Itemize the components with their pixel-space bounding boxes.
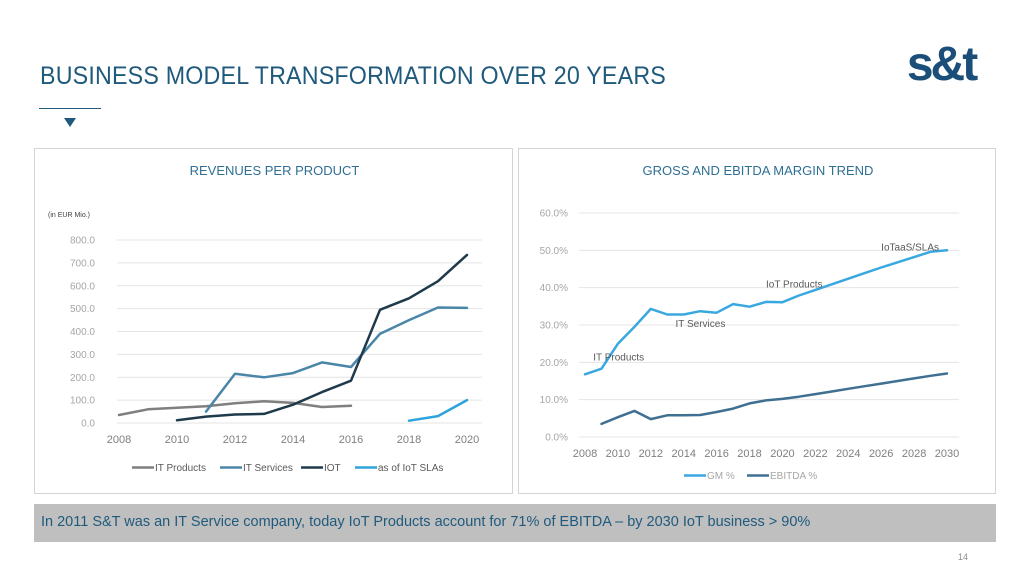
margin-chart: GROSS AND EBITDA MARGIN TREND 0.0% 10.0% 20… — [540, 163, 960, 482]
x-tick-label: 2026 — [869, 448, 893, 460]
x-tick-label: 2016 — [704, 448, 728, 460]
x-tick-label: 2022 — [803, 448, 827, 460]
y-tick-label: 40.0% — [540, 283, 568, 294]
series-line-iot — [175, 253, 469, 422]
y-tick-label: 0.0 — [81, 419, 95, 430]
title-underline — [39, 108, 101, 109]
annotation-label: IT Products — [593, 352, 644, 363]
series-line-as-of-iot-slas — [407, 398, 469, 422]
x-tick-label: 2008 — [573, 448, 597, 460]
revenues-chart: REVENUES PER PRODUCT (in EUR Mio.) 0.0 100.… — [48, 163, 482, 474]
legend-label: IT Products — [155, 463, 206, 474]
down-triangle-icon — [64, 118, 76, 127]
y-tick-label: 300.0 — [70, 350, 95, 361]
x-tick-label: 2010 — [165, 434, 189, 446]
x-tick-label: 2008 — [107, 434, 131, 446]
x-tick-label: 2012 — [639, 448, 663, 460]
annotation-label: IoT Products — [766, 280, 823, 291]
logo-text: s&t — [907, 38, 978, 86]
revenues-chart-panel: REVENUES PER PRODUCT (in EUR Mio.) 0.0 100.… — [34, 148, 513, 494]
y-tick-label: 400.0 — [70, 327, 95, 338]
annotation-label: IoTaaS/SLAs — [881, 242, 939, 253]
y-tick-label: 200.0 — [70, 373, 95, 384]
summary-banner: In 2011 S&T was an IT Service company, t… — [34, 504, 996, 542]
y-tick-label: 700.0 — [70, 258, 95, 269]
summary-text: In 2011 S&T was an IT Service company, t… — [41, 514, 811, 530]
legend-label: as of IoT SLAs — [378, 463, 443, 474]
x-tick-label: 2018 — [397, 434, 421, 446]
slide-title: BUSINESS MODEL TRANSFORMATION OVER 20 YE… — [40, 62, 666, 90]
legend-label: GM % — [707, 471, 735, 482]
series-line-gm- — [583, 249, 949, 376]
y-tick-label: 800.0 — [70, 236, 95, 247]
x-tick-label: 2028 — [902, 448, 926, 460]
series-line-ebitda- — [600, 372, 949, 426]
y-tick-label: 60.0% — [540, 209, 568, 220]
x-tick-label: 2018 — [737, 448, 761, 460]
chart-title: GROSS AND EBITDA MARGIN TREND — [643, 163, 874, 178]
unit-note: (in EUR Mio.) — [48, 212, 90, 219]
series-line-it-services — [204, 306, 469, 413]
y-tick-label: 50.0% — [540, 246, 568, 257]
st-logo: s&t — [907, 38, 981, 86]
x-tick-label: 2010 — [606, 448, 630, 460]
x-tick-label: 2014 — [671, 448, 695, 460]
legend-label: IT Services — [243, 463, 293, 474]
page-number: 14 — [958, 552, 969, 562]
legend-label: EBITDA % — [770, 471, 817, 482]
x-tick-label: 2024 — [836, 448, 860, 460]
y-tick-label: 30.0% — [540, 321, 568, 332]
x-tick-label: 2030 — [935, 448, 959, 460]
x-tick-label: 2020 — [455, 434, 479, 446]
x-tick-label: 2012 — [223, 434, 247, 446]
x-tick-label: 2020 — [770, 448, 794, 460]
y-tick-label: 10.0% — [540, 395, 568, 406]
series-line-it-products — [117, 400, 353, 417]
y-tick-label: 0.0% — [545, 433, 568, 444]
legend-label: IOT — [324, 463, 341, 474]
y-tick-label: 500.0 — [70, 304, 95, 315]
annotation-label: IT Services — [676, 319, 726, 330]
x-tick-label: 2014 — [281, 434, 305, 446]
x-tick-label: 2016 — [339, 434, 363, 446]
y-tick-label: 20.0% — [540, 358, 568, 369]
chart-title: REVENUES PER PRODUCT — [190, 163, 360, 178]
y-tick-label: 600.0 — [70, 281, 95, 292]
y-tick-label: 100.0 — [70, 396, 95, 407]
margin-chart-panel: GROSS AND EBITDA MARGIN TREND 0.0% 10.0% 20… — [518, 148, 996, 494]
